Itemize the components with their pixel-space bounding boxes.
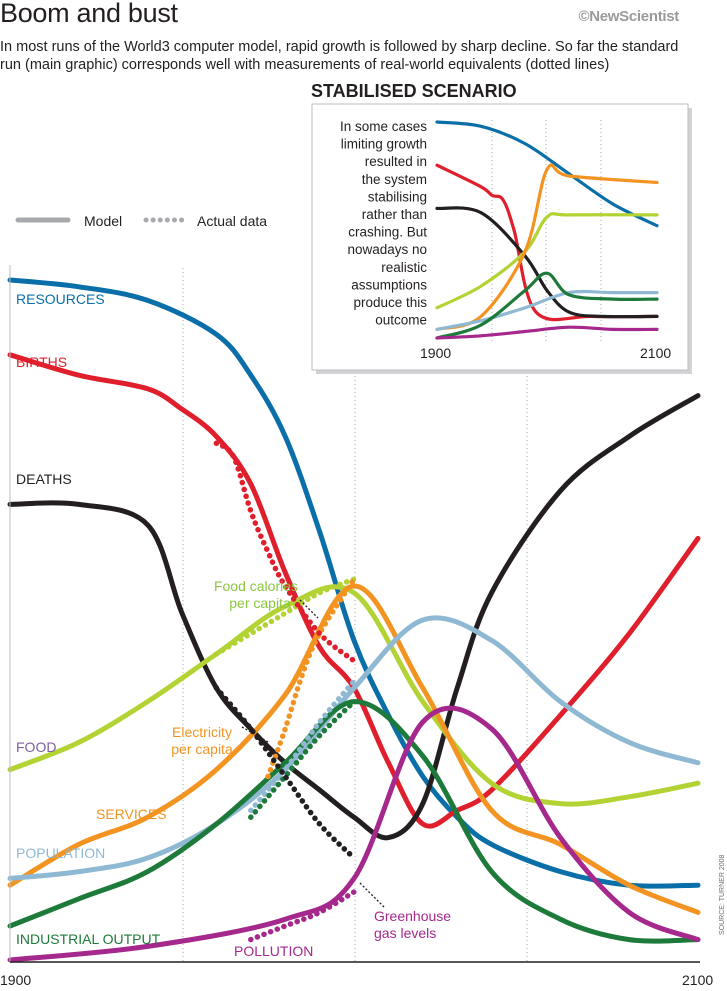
label-pollution: POLLUTION [234, 943, 313, 959]
series-line-deaths [7, 393, 701, 841]
series-actual-industrial-output [248, 698, 357, 820]
annotations: Food calories per capita Electricity per c… [171, 578, 451, 941]
label-births: BIRTHS [16, 354, 67, 370]
series-actual-pollution [248, 889, 357, 943]
series-actual-services [265, 576, 357, 780]
series-line-food [435, 212, 659, 310]
legend-actual-label: Actual data [197, 213, 267, 229]
series-actual-food [213, 576, 357, 657]
series-line-services [435, 163, 659, 331]
series-actual-deaths [213, 685, 357, 861]
legend-model-label: Model [84, 213, 122, 229]
page-title: Boom and bust [0, 0, 178, 28]
annotation-greenhouse-leader [359, 882, 385, 908]
series-actual-births [213, 440, 357, 664]
annotation-food-calories: Food calories per capita [214, 578, 298, 611]
series-line-population [435, 289, 659, 331]
series-line-industrial-output [7, 699, 701, 944]
inset-panel: In some cases limiting growth resulted in t… [311, 103, 692, 374]
main-plot-area [7, 277, 701, 963]
chart-subtitle: In most runs of the World3 computer mode… [0, 39, 679, 73]
label-population: POPULATION [16, 845, 105, 861]
inset-x-tick-end: 2100 [640, 345, 671, 361]
series-labels: RESOURCES BIRTHS DEATHS FOOD SERVICES PO… [16, 291, 313, 959]
brand-logo: ©NewScientist [578, 8, 679, 25]
chart-legend: Model Actual data [15, 213, 267, 229]
inset-frame [311, 103, 689, 371]
inset-plot-area [435, 120, 659, 340]
annotation-food-calories-leader [299, 599, 319, 619]
series-line-industrial-output [435, 271, 659, 340]
label-resources: RESOURCES [16, 291, 105, 307]
series-line-resources [435, 120, 659, 228]
series-line-population [7, 615, 701, 881]
label-deaths: DEATHS [16, 471, 72, 487]
inset-note: In some cases limiting growth resulted in t… [340, 119, 427, 328]
source-note: SOURCE: TURNER 2008 [719, 854, 726, 935]
series-line-deaths [435, 206, 659, 319]
series-line-pollution [435, 325, 659, 340]
annotation-electricity: Electricity per capita [171, 724, 233, 757]
label-food: FOOD [16, 739, 56, 755]
main-axes: 1900 2100 [0, 265, 713, 988]
x-tick-label-start: 1900 [0, 972, 31, 988]
series-line-pollution [7, 705, 701, 963]
label-services: SERVICES [96, 806, 167, 822]
inset-x-tick-start: 1900 [420, 345, 451, 361]
x-tick-label-end: 2100 [682, 972, 713, 988]
inset-title: STABILISED SCENARIO [311, 81, 517, 101]
series-line-food [7, 584, 701, 807]
label-industrial-output: INDUSTRIAL OUTPUT [16, 931, 161, 947]
annotation-greenhouse: Greenhouse gas levels [374, 908, 451, 941]
series-actual-population [248, 678, 357, 814]
series-line-resources [7, 277, 701, 889]
series-line-births [7, 352, 701, 829]
annotation-electricity-leader [241, 726, 269, 743]
